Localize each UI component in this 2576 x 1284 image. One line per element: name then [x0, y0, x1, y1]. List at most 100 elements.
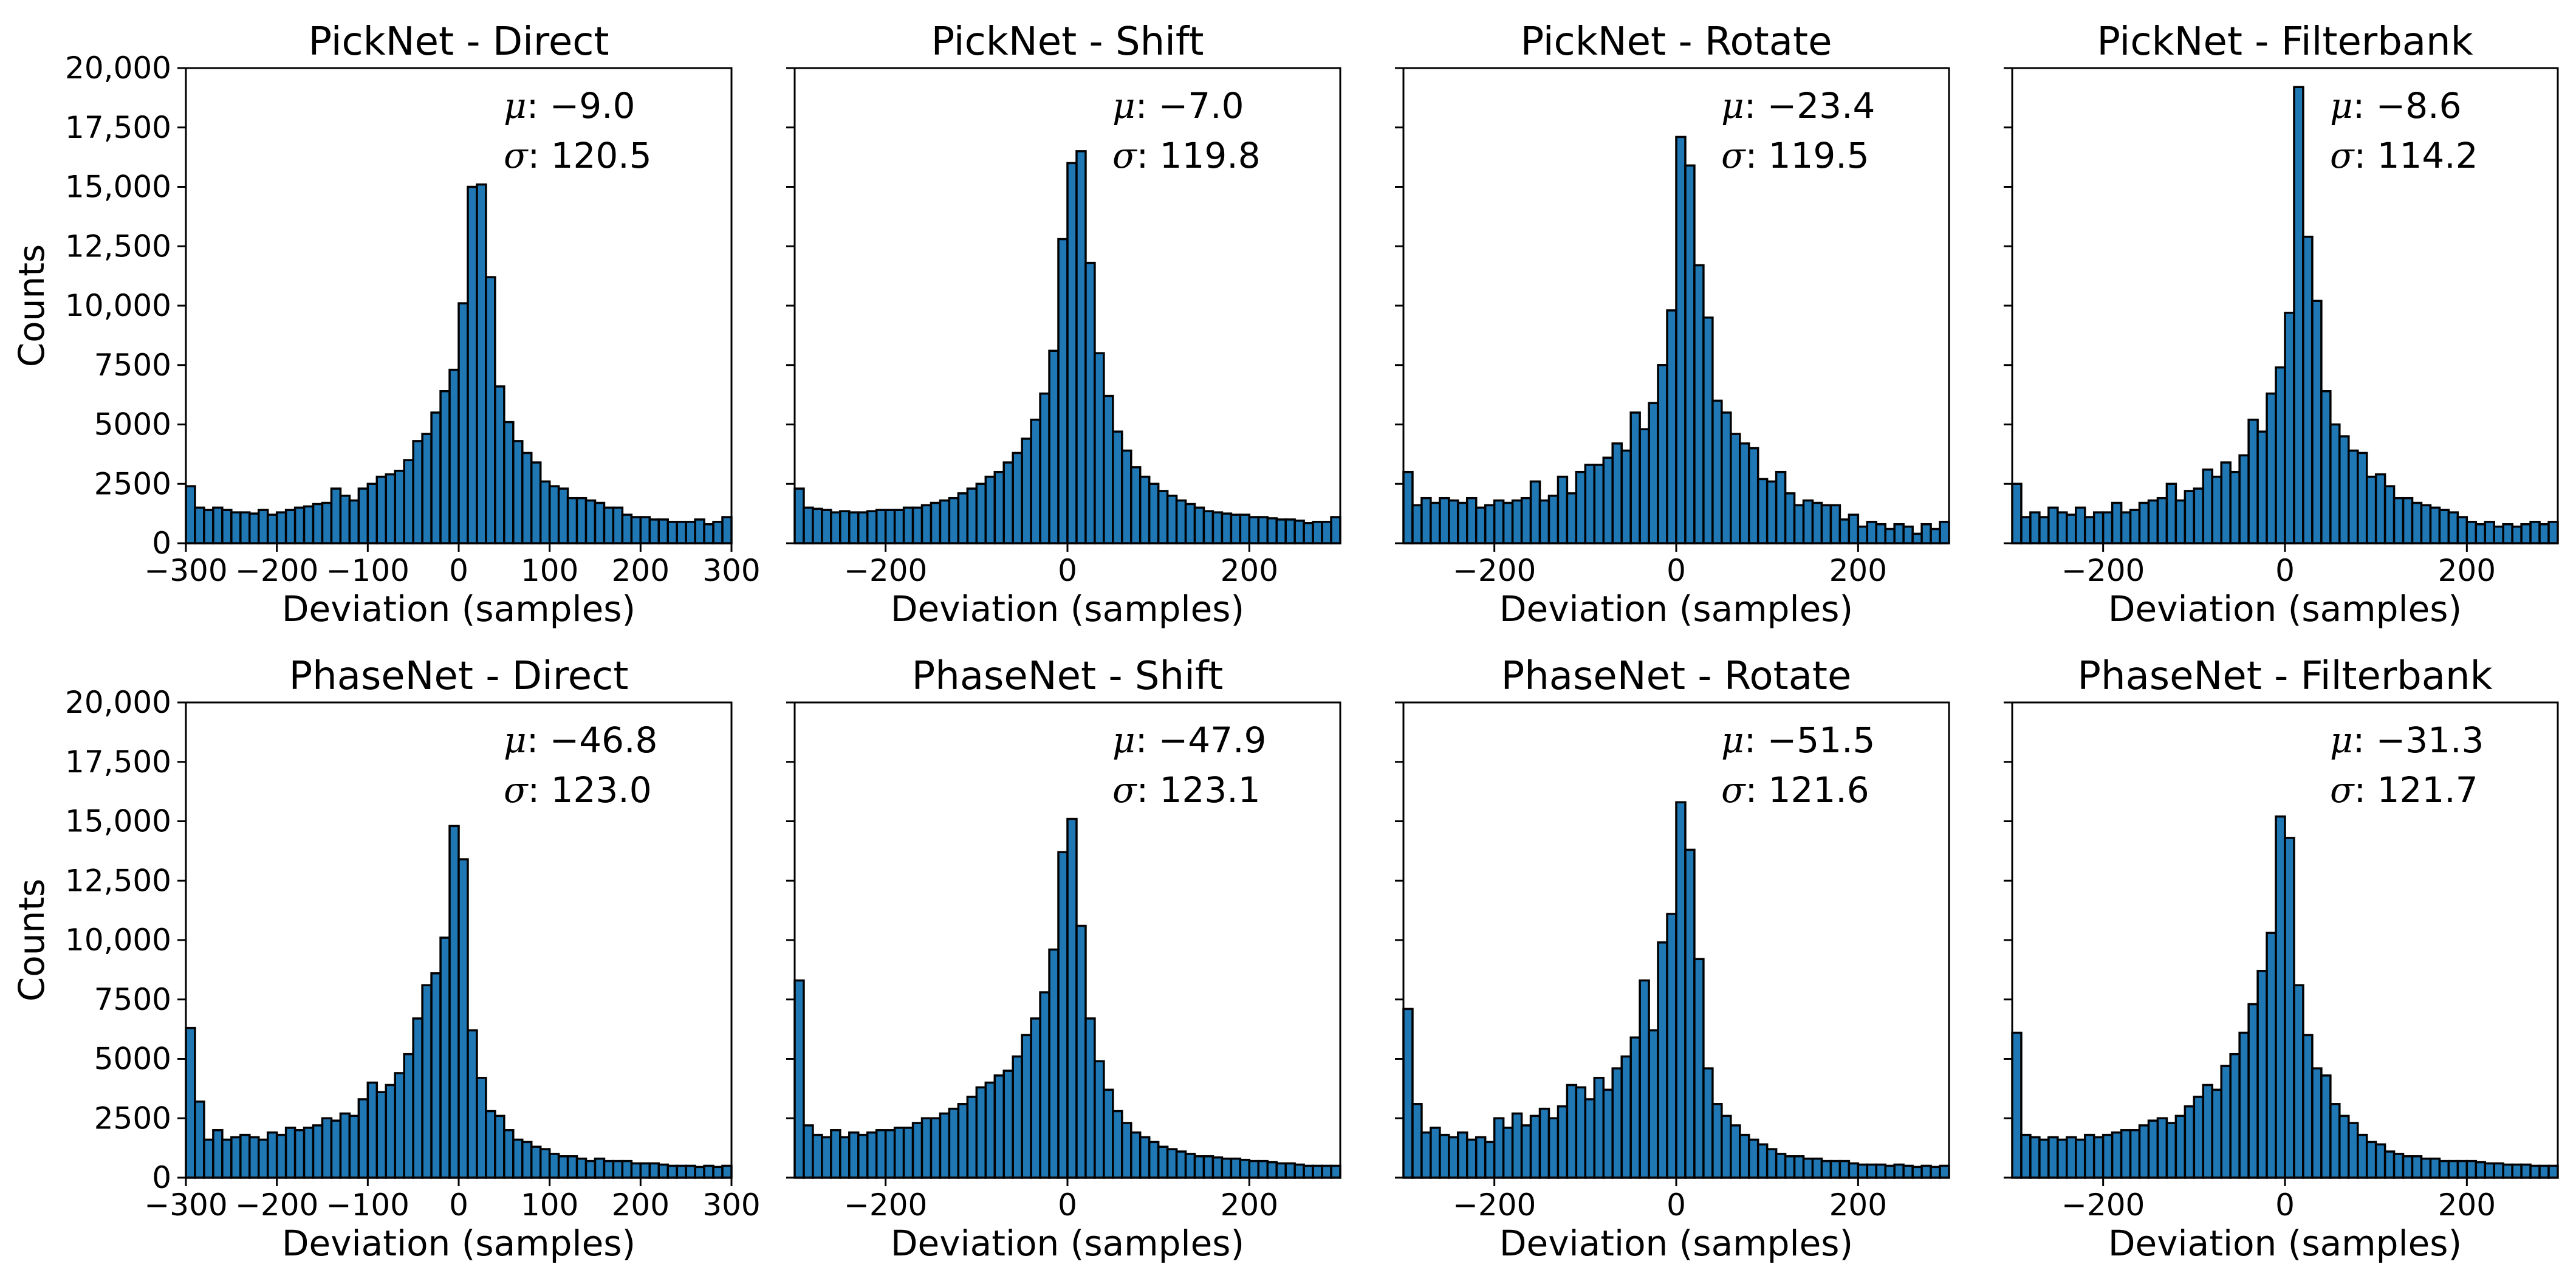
- histogram-bar: [275, 511, 287, 544]
- histogram-bar: [1666, 309, 1677, 544]
- histogram-bar: [584, 499, 597, 544]
- histogram-bar: [648, 518, 660, 544]
- histogram-bar: [2338, 435, 2350, 544]
- histogram-bar: [1439, 1133, 1450, 1179]
- x-tick-label: 200: [612, 553, 670, 588]
- x-tick-label: 0: [1667, 1187, 1686, 1223]
- histogram-bar: [1184, 1153, 1196, 1179]
- histogram-bar: [2193, 1096, 2205, 1179]
- y-tick-label: 12,500: [65, 863, 171, 898]
- histogram-bar: [2275, 815, 2286, 1179]
- mu-annotation: μ: −8.6: [2330, 85, 2462, 126]
- x-tick-label: 200: [2438, 1187, 2496, 1223]
- histogram-bar: [594, 501, 606, 544]
- histogram-bar: [1211, 511, 1224, 544]
- histogram-bar: [1547, 495, 1560, 544]
- histogram-bar: [630, 1162, 642, 1179]
- histogram-bar: [1084, 1017, 1096, 1179]
- mu-value: : −7.0: [1136, 85, 1244, 126]
- histogram-bar: [1248, 1159, 1260, 1179]
- histogram-bar: [266, 1131, 278, 1179]
- y-tick-label: 15,000: [65, 170, 171, 205]
- histogram-bar: [2247, 418, 2259, 544]
- histogram-bar: [1884, 1164, 1896, 1179]
- sigma-symbol: σ: [504, 135, 529, 176]
- x-tick-label: 0: [1058, 1187, 1077, 1223]
- x-tick-label: −200: [235, 553, 318, 588]
- histogram-bar: [1002, 461, 1014, 544]
- histogram-bar: [621, 1159, 633, 1179]
- panel-title: PhaseNet - Rotate: [1501, 654, 1852, 699]
- mu-annotation: μ: −7.0: [1112, 85, 1244, 126]
- histogram-bar: [512, 1138, 524, 1179]
- histogram-bar: [630, 516, 642, 544]
- histogram-bar: [1538, 1107, 1550, 1179]
- histogram-bar: [2302, 1034, 2314, 1179]
- histogram-bar: [476, 183, 487, 544]
- y-tick-label: 0: [152, 526, 171, 561]
- histogram-bar: [457, 858, 469, 1179]
- histogram-bar: [1002, 1069, 1014, 1179]
- histogram-bar: [230, 1136, 242, 1179]
- histogram-bar: [1293, 520, 1305, 544]
- histogram-bar: [503, 1129, 515, 1179]
- histogram-bar: [548, 1153, 560, 1179]
- histogram-bar: [1475, 506, 1487, 544]
- histogram-bar: [848, 511, 860, 544]
- histogram-bar: [394, 470, 405, 544]
- histogram-bar: [1139, 475, 1151, 544]
- x-axis-label: Deviation (samples): [1499, 1223, 1853, 1264]
- histogram-bar: [421, 433, 433, 544]
- histogram-bar: [793, 979, 805, 1179]
- histogram-bars: [185, 825, 733, 1179]
- mu-annotation: μ: −23.4: [1721, 85, 1875, 126]
- histogram-bar: [448, 825, 460, 1179]
- histogram-bar: [920, 504, 933, 544]
- histogram-bar: [857, 511, 869, 544]
- histogram-bar: [612, 1159, 624, 1179]
- histogram-bar: [1575, 470, 1587, 544]
- histogram-bar: [1084, 261, 1096, 544]
- histogram-bar: [939, 1112, 951, 1179]
- histogram-bar: [2402, 496, 2414, 544]
- histogram-bar: [566, 1155, 578, 1179]
- histogram-bar: [1439, 496, 1450, 544]
- histogram-bar: [839, 1136, 851, 1179]
- histogram-bar: [948, 1107, 960, 1179]
- histogram-bar: [993, 1074, 1005, 1179]
- histogram-bar: [2329, 423, 2341, 544]
- histogram-bar: [1684, 848, 1696, 1179]
- histogram-bar: [1721, 1114, 1732, 1179]
- sigma-annotation: σ: 114.2: [2330, 135, 2478, 176]
- histogram-bar: [194, 1100, 205, 1179]
- histogram-bar: [2011, 1031, 2023, 1179]
- x-tick-label: 0: [1667, 553, 1686, 588]
- histogram-bar: [1920, 1164, 1932, 1179]
- histogram-bar: [2493, 1162, 2504, 1179]
- histogram-bar: [1593, 1077, 1605, 1179]
- histogram-bar: [375, 475, 388, 544]
- histogram-bar: [539, 480, 551, 544]
- histogram-bar: [2184, 1105, 2196, 1179]
- histogram-bar: [1820, 1159, 1832, 1179]
- x-tick-label: −200: [2061, 1187, 2145, 1223]
- histogram-bar: [2129, 509, 2141, 544]
- histogram-bar: [1739, 442, 1750, 544]
- histogram-bar: [812, 1133, 823, 1179]
- histogram-bar: [1193, 1155, 1205, 1179]
- histogram-bar: [1620, 1055, 1632, 1179]
- histogram-bar: [1511, 1112, 1523, 1179]
- histogram-bar: [1739, 1133, 1750, 1179]
- histogram-bar: [2411, 501, 2423, 544]
- histogram-bar: [1611, 1067, 1623, 1179]
- histogram-bar: [1838, 1159, 1851, 1179]
- histogram-bar: [1784, 492, 1796, 544]
- histogram-bar: [284, 1127, 296, 1179]
- y-tick-label: 17,500: [65, 110, 171, 145]
- histogram-bar: [2320, 1074, 2332, 1179]
